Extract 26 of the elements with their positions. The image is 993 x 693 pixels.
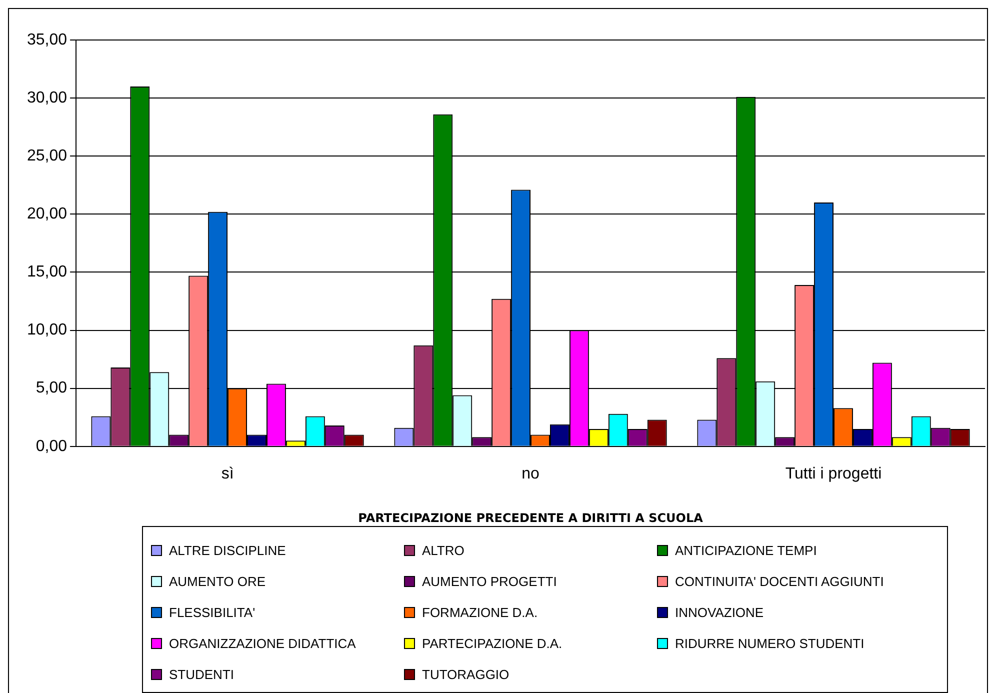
legend-label: PARTECIPAZIONE D.A. xyxy=(422,636,562,651)
legend-label: CONTINUITA' DOCENTI AGGIUNTI xyxy=(675,574,884,589)
legend-label: ALTRE DISCIPLINE xyxy=(169,543,286,558)
x-tick-label: no xyxy=(522,465,540,482)
y-tick-label: 20,00 xyxy=(26,206,68,223)
legend-label: RIDURRE NUMERO STUDENTI xyxy=(675,636,864,651)
legend-label: FLESSIBILITA' xyxy=(169,605,256,620)
legend-label: AUMENTO PROGETTI xyxy=(422,574,557,589)
y-tick-label: 5,00 xyxy=(36,380,68,397)
legend-label: TUTORAGGIO xyxy=(422,667,510,682)
legend-label: ALTRO xyxy=(422,543,464,558)
y-tick-label: 30,00 xyxy=(26,89,68,106)
legend-label: ANTICIPAZIONE TEMPI xyxy=(675,543,817,558)
legend-label: ORGANIZZAZIONE DIDATTICA xyxy=(169,636,356,651)
legend-label: AUMENTO ORE xyxy=(169,574,266,589)
y-tick-label: 0,00 xyxy=(36,438,68,455)
y-tick-label: 15,00 xyxy=(26,264,68,281)
legend-label: FORMAZIONE D.A. xyxy=(422,605,538,620)
x-tick-label: Tutti i progetti xyxy=(785,465,882,482)
legend-label: STUDENTI xyxy=(169,667,234,682)
y-tick-label: 25,00 xyxy=(26,148,68,165)
x-axis-title: PARTECIPAZIONE PRECEDENTE A DIRITTI A SCUOLA xyxy=(358,510,704,525)
y-tick-label: 10,00 xyxy=(26,322,68,339)
x-tick-label: sì xyxy=(221,465,234,482)
legend-label: INNOVAZIONE xyxy=(675,605,764,620)
y-tick-label: 35,00 xyxy=(26,31,68,48)
